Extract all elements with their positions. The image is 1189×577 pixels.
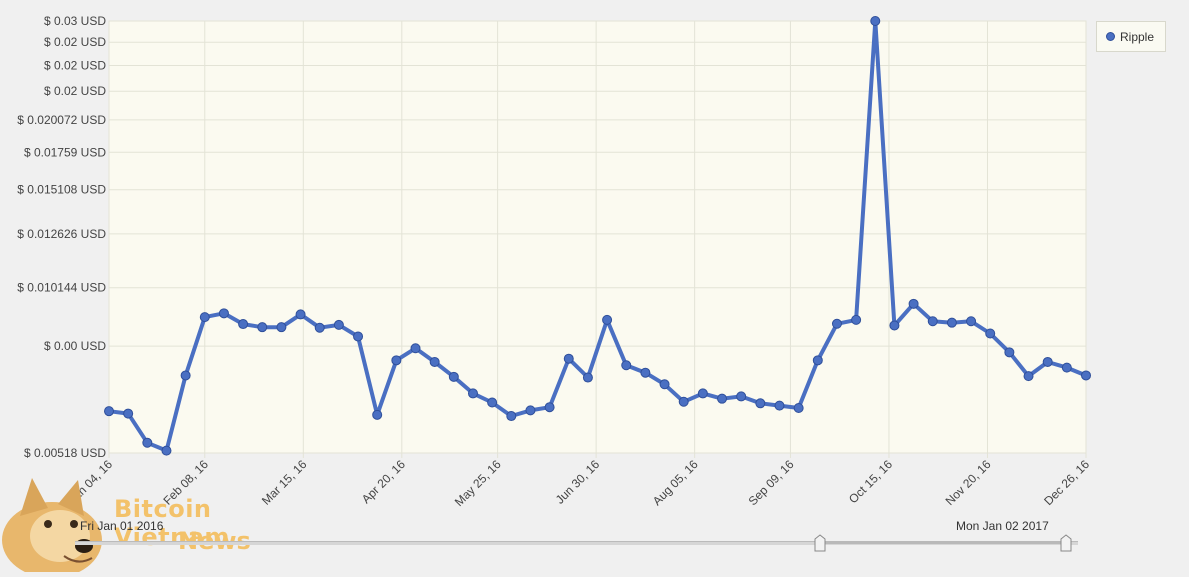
data-point[interactable] — [966, 316, 977, 327]
data-point[interactable] — [199, 312, 210, 323]
doge-logo-icon — [2, 478, 102, 577]
data-point[interactable] — [429, 356, 440, 367]
y-tick-label: $ 0.015108 USD — [17, 183, 106, 197]
data-point[interactable] — [257, 322, 268, 333]
watermark-line1: Bitcoin Vietnam — [114, 495, 230, 551]
data-point[interactable] — [410, 343, 421, 354]
y-tick-label: $ 0.02 USD — [44, 35, 106, 49]
y-tick-label: $ 0.012626 USD — [17, 227, 106, 241]
data-point[interactable] — [1061, 362, 1072, 373]
data-point[interactable] — [851, 314, 862, 325]
plot-background — [108, 20, 1087, 454]
range-start-label: Fri Jan 01 2016 — [80, 519, 164, 533]
x-tick-label: Dec 26, 16 — [1041, 457, 1092, 508]
x-tick-label: Oct 15, 16 — [846, 457, 895, 506]
x-tick-label: Sep 09, 16 — [746, 457, 797, 508]
data-point[interactable] — [774, 400, 785, 411]
data-point[interactable] — [333, 319, 344, 330]
data-point[interactable] — [717, 393, 728, 404]
data-point[interactable] — [659, 379, 670, 390]
legend[interactable]: Ripple — [1096, 21, 1166, 52]
data-point[interactable] — [238, 319, 249, 330]
y-tick-label: $ 0.02 USD — [44, 58, 106, 72]
data-point[interactable] — [276, 322, 287, 333]
data-point[interactable] — [563, 353, 574, 364]
y-tick-label: $ 0.00 USD — [44, 339, 106, 353]
data-point[interactable] — [448, 371, 459, 382]
range-slider-handle-right[interactable] — [1060, 534, 1072, 552]
data-point[interactable] — [180, 370, 191, 381]
data-point[interactable] — [1023, 371, 1034, 382]
data-point[interactable] — [544, 402, 555, 413]
data-point[interactable] — [525, 405, 536, 416]
range-end-label: Mon Jan 02 2017 — [956, 519, 1049, 533]
x-tick-label: May 25, 16 — [452, 457, 504, 509]
data-point[interactable] — [123, 408, 134, 419]
data-point[interactable] — [946, 317, 957, 328]
y-tick-label: $ 0.02 USD — [44, 84, 106, 98]
x-tick-label: Jun 30, 16 — [553, 457, 603, 507]
data-point[interactable] — [582, 372, 593, 383]
data-point[interactable] — [640, 367, 651, 378]
data-point[interactable] — [353, 331, 364, 342]
data-point[interactable] — [793, 402, 804, 413]
data-point[interactable] — [678, 396, 689, 407]
legend-label: Ripple — [1120, 29, 1155, 44]
x-tick-label: Nov 20, 16 — [943, 457, 994, 508]
y-tick-label: $ 0.010144 USD — [17, 281, 106, 295]
data-point[interactable] — [908, 298, 919, 309]
y-tick-label: $ 0.020072 USD — [17, 113, 106, 127]
data-point[interactable] — [602, 314, 613, 325]
data-point[interactable] — [104, 406, 114, 417]
data-point[interactable] — [870, 16, 881, 26]
y-tick-label: $ 0.01759 USD — [24, 145, 106, 159]
data-point[interactable] — [218, 308, 229, 319]
data-point[interactable] — [372, 409, 383, 420]
data-point[interactable] — [506, 411, 517, 422]
data-point[interactable] — [1081, 370, 1091, 381]
legend-marker-icon — [1106, 32, 1115, 41]
x-tick-label: Aug 05, 16 — [650, 457, 701, 508]
range-slider-track[interactable] — [75, 541, 1078, 545]
data-point[interactable] — [314, 322, 325, 333]
y-tick-label: $ 0.03 USD — [44, 14, 106, 28]
data-point[interactable] — [391, 355, 402, 366]
data-point[interactable] — [812, 355, 823, 366]
range-slider-selection[interactable] — [820, 541, 1066, 544]
data-point[interactable] — [697, 388, 708, 399]
data-point[interactable] — [467, 388, 478, 399]
data-point[interactable] — [161, 445, 172, 456]
data-point[interactable] — [736, 391, 747, 402]
data-point[interactable] — [985, 328, 996, 339]
data-point[interactable] — [487, 397, 498, 408]
series-line-ripple — [107, 19, 1088, 453]
data-point[interactable] — [621, 360, 632, 371]
data-point[interactable] — [295, 309, 306, 320]
data-point[interactable] — [831, 318, 842, 329]
x-tick-label: Apr 20, 16 — [359, 457, 408, 506]
range-slider-handle-left[interactable] — [814, 534, 826, 552]
data-point[interactable] — [755, 398, 766, 409]
data-point[interactable] — [1004, 347, 1015, 358]
data-point[interactable] — [927, 316, 938, 327]
y-tick-label: $ 0.00518 USD — [24, 446, 106, 460]
data-point[interactable] — [142, 437, 153, 448]
data-point[interactable] — [1042, 356, 1053, 367]
data-point[interactable] — [889, 320, 900, 331]
